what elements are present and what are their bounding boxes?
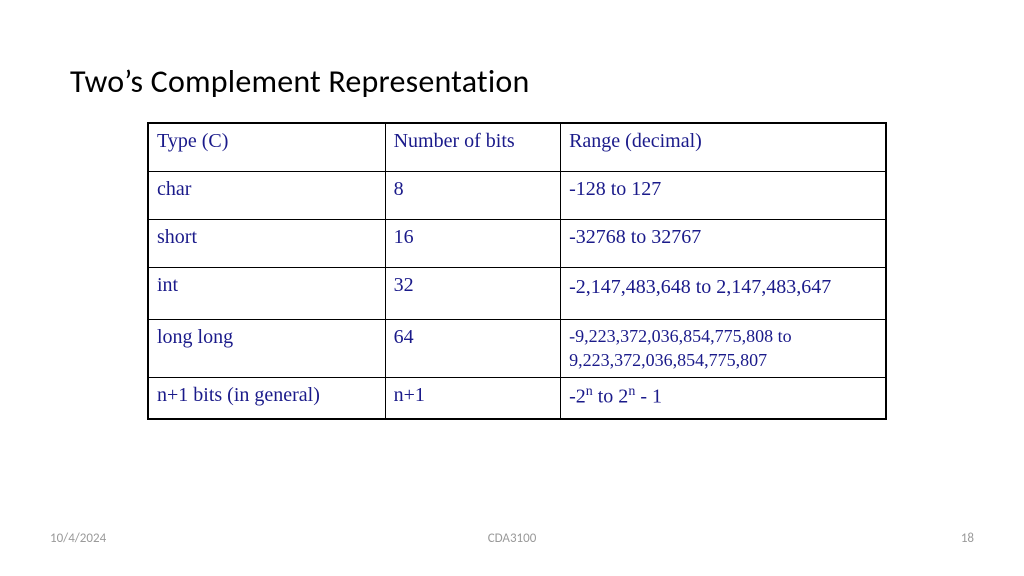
cell-bits: 16 [385, 220, 560, 268]
cell-type: n+1 bits (in general) [148, 377, 385, 419]
table-row: n+1 bits (in general) n+1 -2n to 2n - 1 [148, 377, 886, 419]
cell-bits: 8 [385, 172, 560, 220]
table-header-row: Type (C) Number of bits Range (decimal) [148, 123, 886, 172]
cell-type: int [148, 268, 385, 320]
cell-range: -128 to 127 [561, 172, 886, 220]
footer-course: CDA3100 [0, 531, 1024, 546]
cell-type: long long [148, 320, 385, 378]
table-row: char 8 -128 to 127 [148, 172, 886, 220]
slide: Two’s Complement Representation Type (C)… [0, 0, 1024, 576]
slide-title: Two’s Complement Representation [70, 62, 529, 101]
types-table: Type (C) Number of bits Range (decimal) … [147, 122, 887, 420]
cell-bits: 64 [385, 320, 560, 378]
footer-page-number: 18 [961, 531, 974, 546]
cell-type: short [148, 220, 385, 268]
col-header-type: Type (C) [148, 123, 385, 172]
table-row: short 16 -32768 to 32767 [148, 220, 886, 268]
col-header-bits: Number of bits [385, 123, 560, 172]
cell-range: -9,223,372,036,854,775,808 to 9,223,372,… [561, 320, 886, 378]
cell-range-general: -2n to 2n - 1 [561, 377, 886, 419]
cell-range: -2,147,483,648 to 2,147,483,647 [561, 268, 886, 320]
table-row: long long 64 -9,223,372,036,854,775,808 … [148, 320, 886, 378]
col-header-range: Range (decimal) [561, 123, 886, 172]
cell-range: -32768 to 32767 [561, 220, 886, 268]
table-row: int 32 -2,147,483,648 to 2,147,483,647 [148, 268, 886, 320]
cell-bits: n+1 [385, 377, 560, 419]
cell-type: char [148, 172, 385, 220]
cell-bits: 32 [385, 268, 560, 320]
